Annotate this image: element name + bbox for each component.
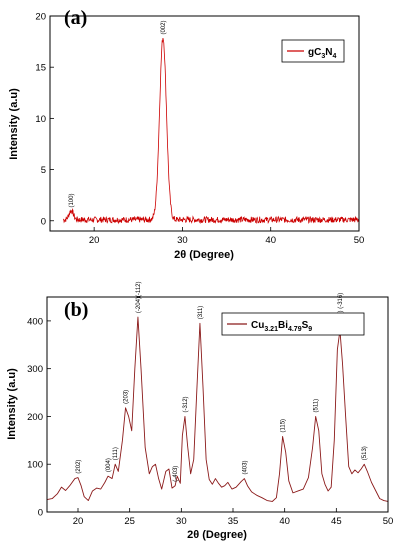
panel-a-legend-box [281,39,345,63]
peak-label: (-403) [173,466,179,482]
panel-b-legend-box [221,312,365,336]
panel-b-legend-label-p3: 4.79 [288,326,302,333]
panel-a-chart: (a) 20 30 40 50 0 5 10 15 20 (100) (002) 2θ (Deg… [8,7,364,261]
x-tick-label: 40 [265,235,276,246]
peak-label: (004) [106,458,112,472]
peak-label: (403) [242,461,248,475]
panel-b-series-line [46,316,389,502]
y-tick-label: 400 [27,316,43,327]
y-tick-label: 15 [35,63,46,74]
panel-b-legend-label-p0: Cu [251,320,264,331]
panel-a-legend: gC3N4 [281,39,345,63]
x-tick-label: 20 [89,235,100,246]
peak-label: (203) [124,390,130,404]
peak-label: (311) [198,306,204,320]
y-tick-label: 5 [41,165,46,176]
x-tick-label: 45 [331,516,342,527]
x-tick-label: 40 [279,516,290,527]
panel-a-legend-label-p2: N [325,47,332,58]
x-tick-label: 50 [354,235,365,246]
peak-label: (100) [69,194,75,208]
y-tick-label: 100 [27,460,43,471]
panel-b-legend-label-p4: S [302,320,309,331]
peak-label: (111) [113,447,119,460]
peak-label: (202) [76,460,82,474]
panel-b-plot-frame [46,296,389,513]
panel-b-letter: (b) [64,299,88,321]
panel-a-y-ticks: 0 5 10 15 20 [35,12,54,227]
peak-label: (511) [314,399,320,413]
x-tick-label: 25 [124,516,135,527]
peak-label: (-312) [183,396,189,412]
y-tick-label: 200 [27,412,43,423]
x-tick-label: 30 [177,235,188,246]
panel-b-legend-label-p5: 9 [308,326,312,333]
peak-label: (513) [362,446,368,460]
panel-a-plot-frame [49,15,360,232]
panel-a-series-line [62,38,360,225]
panel-b-legend-label: Cu3.21Bi4.79S9 [251,320,312,333]
panel-b-legend: Cu3.21Bi4.79S9 [221,312,365,336]
x-tick-label: 50 [383,516,394,527]
panel-b-y-axis-title: Intensity (a.u) [6,368,18,440]
panel-b-chart: (b) 20 25 30 35 40 45 50 0 100 200 300 400 (202) (0… [6,281,393,541]
panel-a-x-ticks: 20 30 40 50 [89,227,364,246]
y-tick-label: 0 [38,508,43,519]
panel-a-legend-label-p3: 4 [332,53,336,60]
x-tick-label: 35 [228,516,239,527]
peak-label: (002) [161,21,167,35]
panel-a-legend-label: gC3N4 [308,47,336,60]
panel-b-x-ticks: 20 25 30 35 40 45 50 [73,508,394,527]
y-tick-label: 20 [35,12,46,23]
panel-b-peak-labels: (202) (004)(111)(203)(-204)(-112)(-403)(-… [76,281,368,481]
y-tick-label: 300 [27,364,43,375]
panel-a-letter: (a) [64,7,87,29]
panel-b-legend-label-p2: Bi [278,320,288,331]
panel-a-legend-label-p1: 3 [321,53,325,60]
x-tick-label: 30 [176,516,187,527]
panel-a-legend-label-p0: gC [308,47,321,58]
panel-a-peak-labels: (100) (002) [69,21,167,208]
panel-b-x-axis-title: 2θ (Degree) [187,529,247,541]
peak-label: (-314) (-316) [338,293,344,327]
peak-label: (115) [281,419,287,433]
x-tick-label: 20 [73,516,84,527]
y-tick-label: 0 [41,216,46,227]
panel-b-legend-label-p1: 3.21 [264,326,278,333]
y-tick-label: 10 [35,114,46,125]
panel-a-x-axis-title: 2θ (Degree) [174,249,234,261]
panel-a-y-axis-title: Intensity (a.u) [8,88,20,160]
